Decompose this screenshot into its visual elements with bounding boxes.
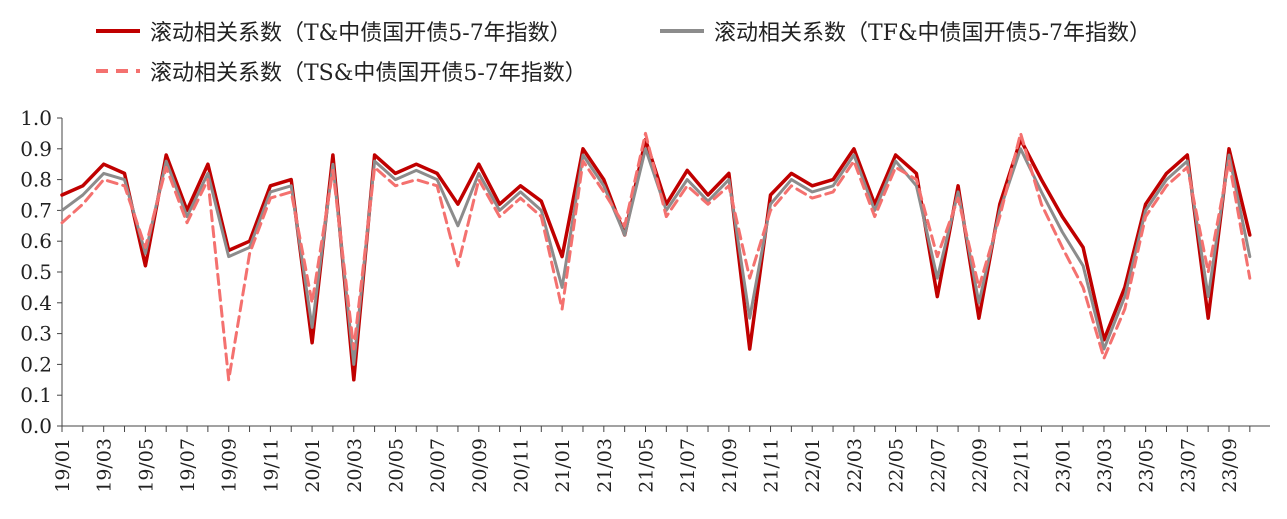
x-tick-label: 20/03 xyxy=(344,438,366,493)
x-tick-label: 19/05 xyxy=(135,438,157,493)
x-tick-label: 19/01 xyxy=(52,438,74,493)
legend-item-t: 滚动相关系数（T&中债国开债5-7年指数） xyxy=(96,16,572,46)
y-tick-label: 0.1 xyxy=(20,383,52,407)
y-axis: 0.0 0.1 0.2 0.3 0.4 0.5 0.6 0.7 0.8 0.9 1.0 xyxy=(20,106,63,438)
y-tick-label: 0.0 xyxy=(20,414,52,438)
x-tick-label: 22/11 xyxy=(1011,438,1033,493)
series-line-ts xyxy=(60,131,1252,382)
x-tick-label: 21/01 xyxy=(552,438,574,493)
x-tick-label: 20/07 xyxy=(427,438,449,493)
x-tick-label: 21/03 xyxy=(594,438,616,493)
x-tick-label: 21/05 xyxy=(636,438,658,493)
x-tick-label: 23/09 xyxy=(1219,438,1241,493)
x-tick-label: 23/07 xyxy=(1177,438,1199,493)
x-tick-label: 20/05 xyxy=(385,438,407,493)
x-tick-label: 22/05 xyxy=(886,438,908,493)
legend-label-ts: 滚动相关系数（TS&中债国开债5-7年指数） xyxy=(150,61,587,86)
x-tick-label: 21/11 xyxy=(761,438,783,493)
y-tick-label: 0.4 xyxy=(20,291,52,315)
x-axis: 19/01 19/03 19/05 19/07 19/09 19/11 20/01 20/03… xyxy=(52,425,1270,493)
x-tick-label: 22/01 xyxy=(802,438,824,493)
legend-swatch-t xyxy=(96,29,140,33)
legend-item-ts: 滚动相关系数（TS&中债国开债5-7年指数） xyxy=(96,56,587,86)
legend-swatch-ts xyxy=(96,69,140,73)
x-tick-label: 23/03 xyxy=(1094,438,1116,493)
legend-label-t: 滚动相关系数（T&中债国开债5-7年指数） xyxy=(150,21,572,46)
x-tick-label: 23/01 xyxy=(1052,438,1074,493)
y-tick-label: 0.3 xyxy=(20,322,52,346)
x-tick-label: 21/07 xyxy=(677,438,699,493)
y-tick-label: 0.5 xyxy=(20,260,52,284)
x-tick-label: 19/11 xyxy=(260,438,282,493)
series-layer xyxy=(60,131,1252,382)
x-tick-label: 22/09 xyxy=(969,438,991,493)
x-tick-label: 19/07 xyxy=(177,438,199,493)
x-tick-label: 22/07 xyxy=(927,438,949,493)
x-tick-label: 19/03 xyxy=(94,438,116,493)
y-tick-label: 0.6 xyxy=(20,229,52,253)
y-tick-label: 1.0 xyxy=(20,106,52,130)
x-tick-label: 21/09 xyxy=(719,438,741,493)
legend-label-tf: 滚动相关系数（TF&中债国开债5-7年指数） xyxy=(714,21,1151,46)
x-tick-label: 19/09 xyxy=(219,438,241,493)
x-tick-label: 20/11 xyxy=(510,438,532,493)
legend-item-tf: 滚动相关系数（TF&中债国开债5-7年指数） xyxy=(660,16,1151,46)
y-tick-label: 0.7 xyxy=(20,198,52,222)
legend-swatch-tf xyxy=(660,29,704,33)
y-tick-label: 0.9 xyxy=(20,137,52,161)
y-tick-label: 0.8 xyxy=(20,168,52,192)
x-tick-label: 20/09 xyxy=(469,438,491,493)
y-tick-label: 0.2 xyxy=(20,352,52,376)
x-tick-label: 20/01 xyxy=(302,438,324,493)
x-tick-label: 23/05 xyxy=(1136,438,1158,493)
x-tick-label: 22/03 xyxy=(844,438,866,493)
legend: 滚动相关系数（T&中债国开债5-7年指数） 滚动相关系数（TF&中债国开债5-7… xyxy=(0,0,1287,100)
